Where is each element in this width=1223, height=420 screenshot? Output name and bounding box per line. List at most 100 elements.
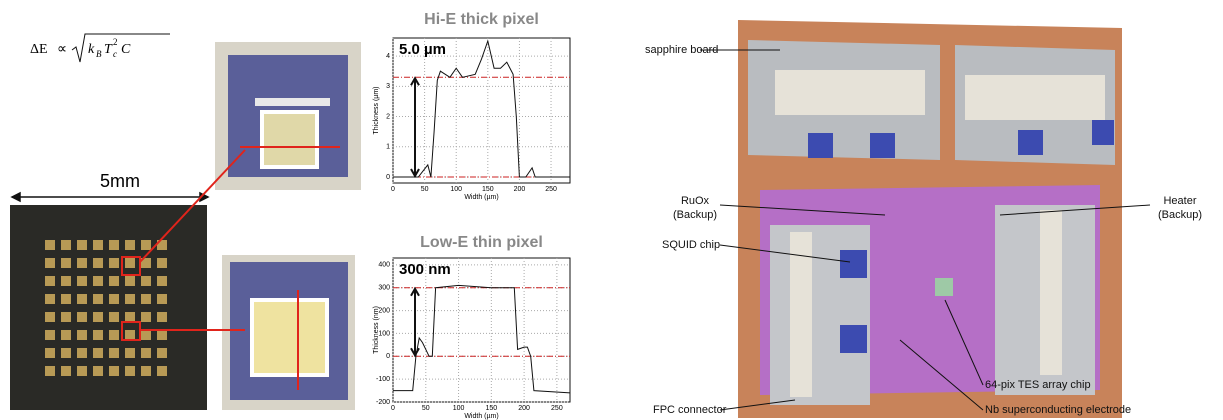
x-tick-label: 50	[422, 405, 430, 412]
chip-pixel	[61, 258, 71, 268]
chip-pixel	[125, 330, 135, 340]
pixel-center	[262, 112, 317, 167]
pixel-lead	[255, 98, 330, 106]
chip-pixel	[45, 240, 55, 250]
photo-label: RuOx	[681, 195, 710, 207]
chip-pixel	[125, 312, 135, 322]
chip-pixel	[125, 366, 135, 376]
y-axis-label: Thickness (µm)	[373, 87, 380, 135]
photo-label: FPC connector	[653, 404, 727, 416]
chip-pixel	[157, 348, 167, 358]
y-tick-label: 200	[378, 307, 390, 314]
chip-pixel	[77, 330, 87, 340]
scale-label: 5mm	[100, 171, 140, 191]
x-tick-label: 200	[518, 405, 530, 412]
chip-pixel	[93, 312, 103, 322]
chip-pixel	[157, 312, 167, 322]
plot-area	[393, 258, 570, 402]
chip-pixel	[141, 294, 151, 304]
chip-pixel	[109, 258, 119, 268]
x-tick-label: 250	[551, 405, 563, 412]
chip-pixel	[45, 276, 55, 286]
x-axis-label: Width (µm)	[464, 413, 498, 420]
formula-part: ∝	[57, 42, 67, 57]
chip-pixel	[61, 240, 71, 250]
photo-label: sapphire board	[645, 44, 718, 56]
y-tick-label: -200	[376, 399, 390, 406]
x-tick-label: 100	[453, 405, 465, 412]
chip-pixel	[77, 366, 87, 376]
formula-part: C	[121, 42, 131, 57]
x-tick-label: 0	[391, 186, 395, 193]
chip-pixel	[109, 330, 119, 340]
chip-pixel	[125, 348, 135, 358]
chip-pixel	[109, 240, 119, 250]
chart-title: Hi-E thick pixel	[424, 11, 539, 28]
formula-part: T	[104, 42, 113, 57]
y-tick-label: 1	[386, 144, 390, 151]
chip-pixel	[45, 294, 55, 304]
chip-pixel	[125, 276, 135, 286]
formula-part: k	[88, 42, 95, 57]
photo-label: (Backup)	[1158, 209, 1202, 221]
chip-pixel	[77, 240, 87, 250]
chip-pixel	[61, 348, 71, 358]
chip-pixel	[77, 348, 87, 358]
chip-pixel	[141, 366, 151, 376]
chip-pixel	[109, 294, 119, 304]
chip-pixel	[93, 240, 103, 250]
chip-pixel	[93, 294, 103, 304]
chip-pixel	[93, 366, 103, 376]
chip-pixel	[141, 240, 151, 250]
photo-label: (Backup)	[673, 209, 717, 221]
chip-pixel	[109, 312, 119, 322]
photo-label: 64-pix TES array chip	[985, 379, 1091, 391]
formula-part: ΔE	[30, 42, 48, 57]
chip-pixel	[125, 294, 135, 304]
chip-pixel	[141, 348, 151, 358]
chip-pixel	[141, 330, 151, 340]
chip-pixel	[77, 312, 87, 322]
chip-pixel	[93, 330, 103, 340]
chip-pixel	[61, 294, 71, 304]
chip-pixel	[93, 276, 103, 286]
x-tick-label: 50	[421, 186, 429, 193]
chip-pixel	[125, 258, 135, 268]
chip-pixel	[157, 294, 167, 304]
chip-pixel	[109, 366, 119, 376]
chip-pixel	[61, 330, 71, 340]
y-tick-label: 2	[386, 113, 390, 120]
chip-pixel	[61, 312, 71, 322]
chip-pixel	[125, 240, 135, 250]
photo-label: SQUID chip	[662, 239, 720, 251]
photo-label: Heater	[1163, 195, 1196, 207]
y-tick-label: 3	[386, 83, 390, 90]
chip-pixel	[77, 258, 87, 268]
chip-pixel	[93, 348, 103, 358]
annotation: 5.0 µm	[399, 41, 446, 58]
y-tick-label: 300	[378, 285, 390, 292]
x-tick-label: 150	[485, 405, 497, 412]
y-tick-label: 0	[386, 174, 390, 181]
x-tick-label: 200	[514, 186, 526, 193]
y-tick-label: 100	[378, 330, 390, 337]
chip-pixel	[45, 312, 55, 322]
chip-pixel	[141, 312, 151, 322]
chip-pixel	[61, 366, 71, 376]
figure: ΔE ∝ k B T c 2 C 5mm 0501001502002500123…	[0, 0, 1223, 420]
chip-pixel	[45, 348, 55, 358]
formula-part: c	[113, 49, 117, 59]
chip-pixel	[141, 276, 151, 286]
chip-pixel	[109, 276, 119, 286]
x-axis-label: Width (µm)	[464, 194, 498, 201]
chip-pixel	[109, 348, 119, 358]
pixel-center	[252, 300, 327, 375]
chip-pixel	[77, 276, 87, 286]
chip-photo	[10, 205, 207, 410]
chip-pixel	[93, 258, 103, 268]
x-tick-label: 0	[391, 405, 395, 412]
formula-part: B	[96, 49, 102, 59]
chip-pixel	[61, 276, 71, 286]
chip-pixel	[45, 258, 55, 268]
chip-pixel	[157, 276, 167, 286]
